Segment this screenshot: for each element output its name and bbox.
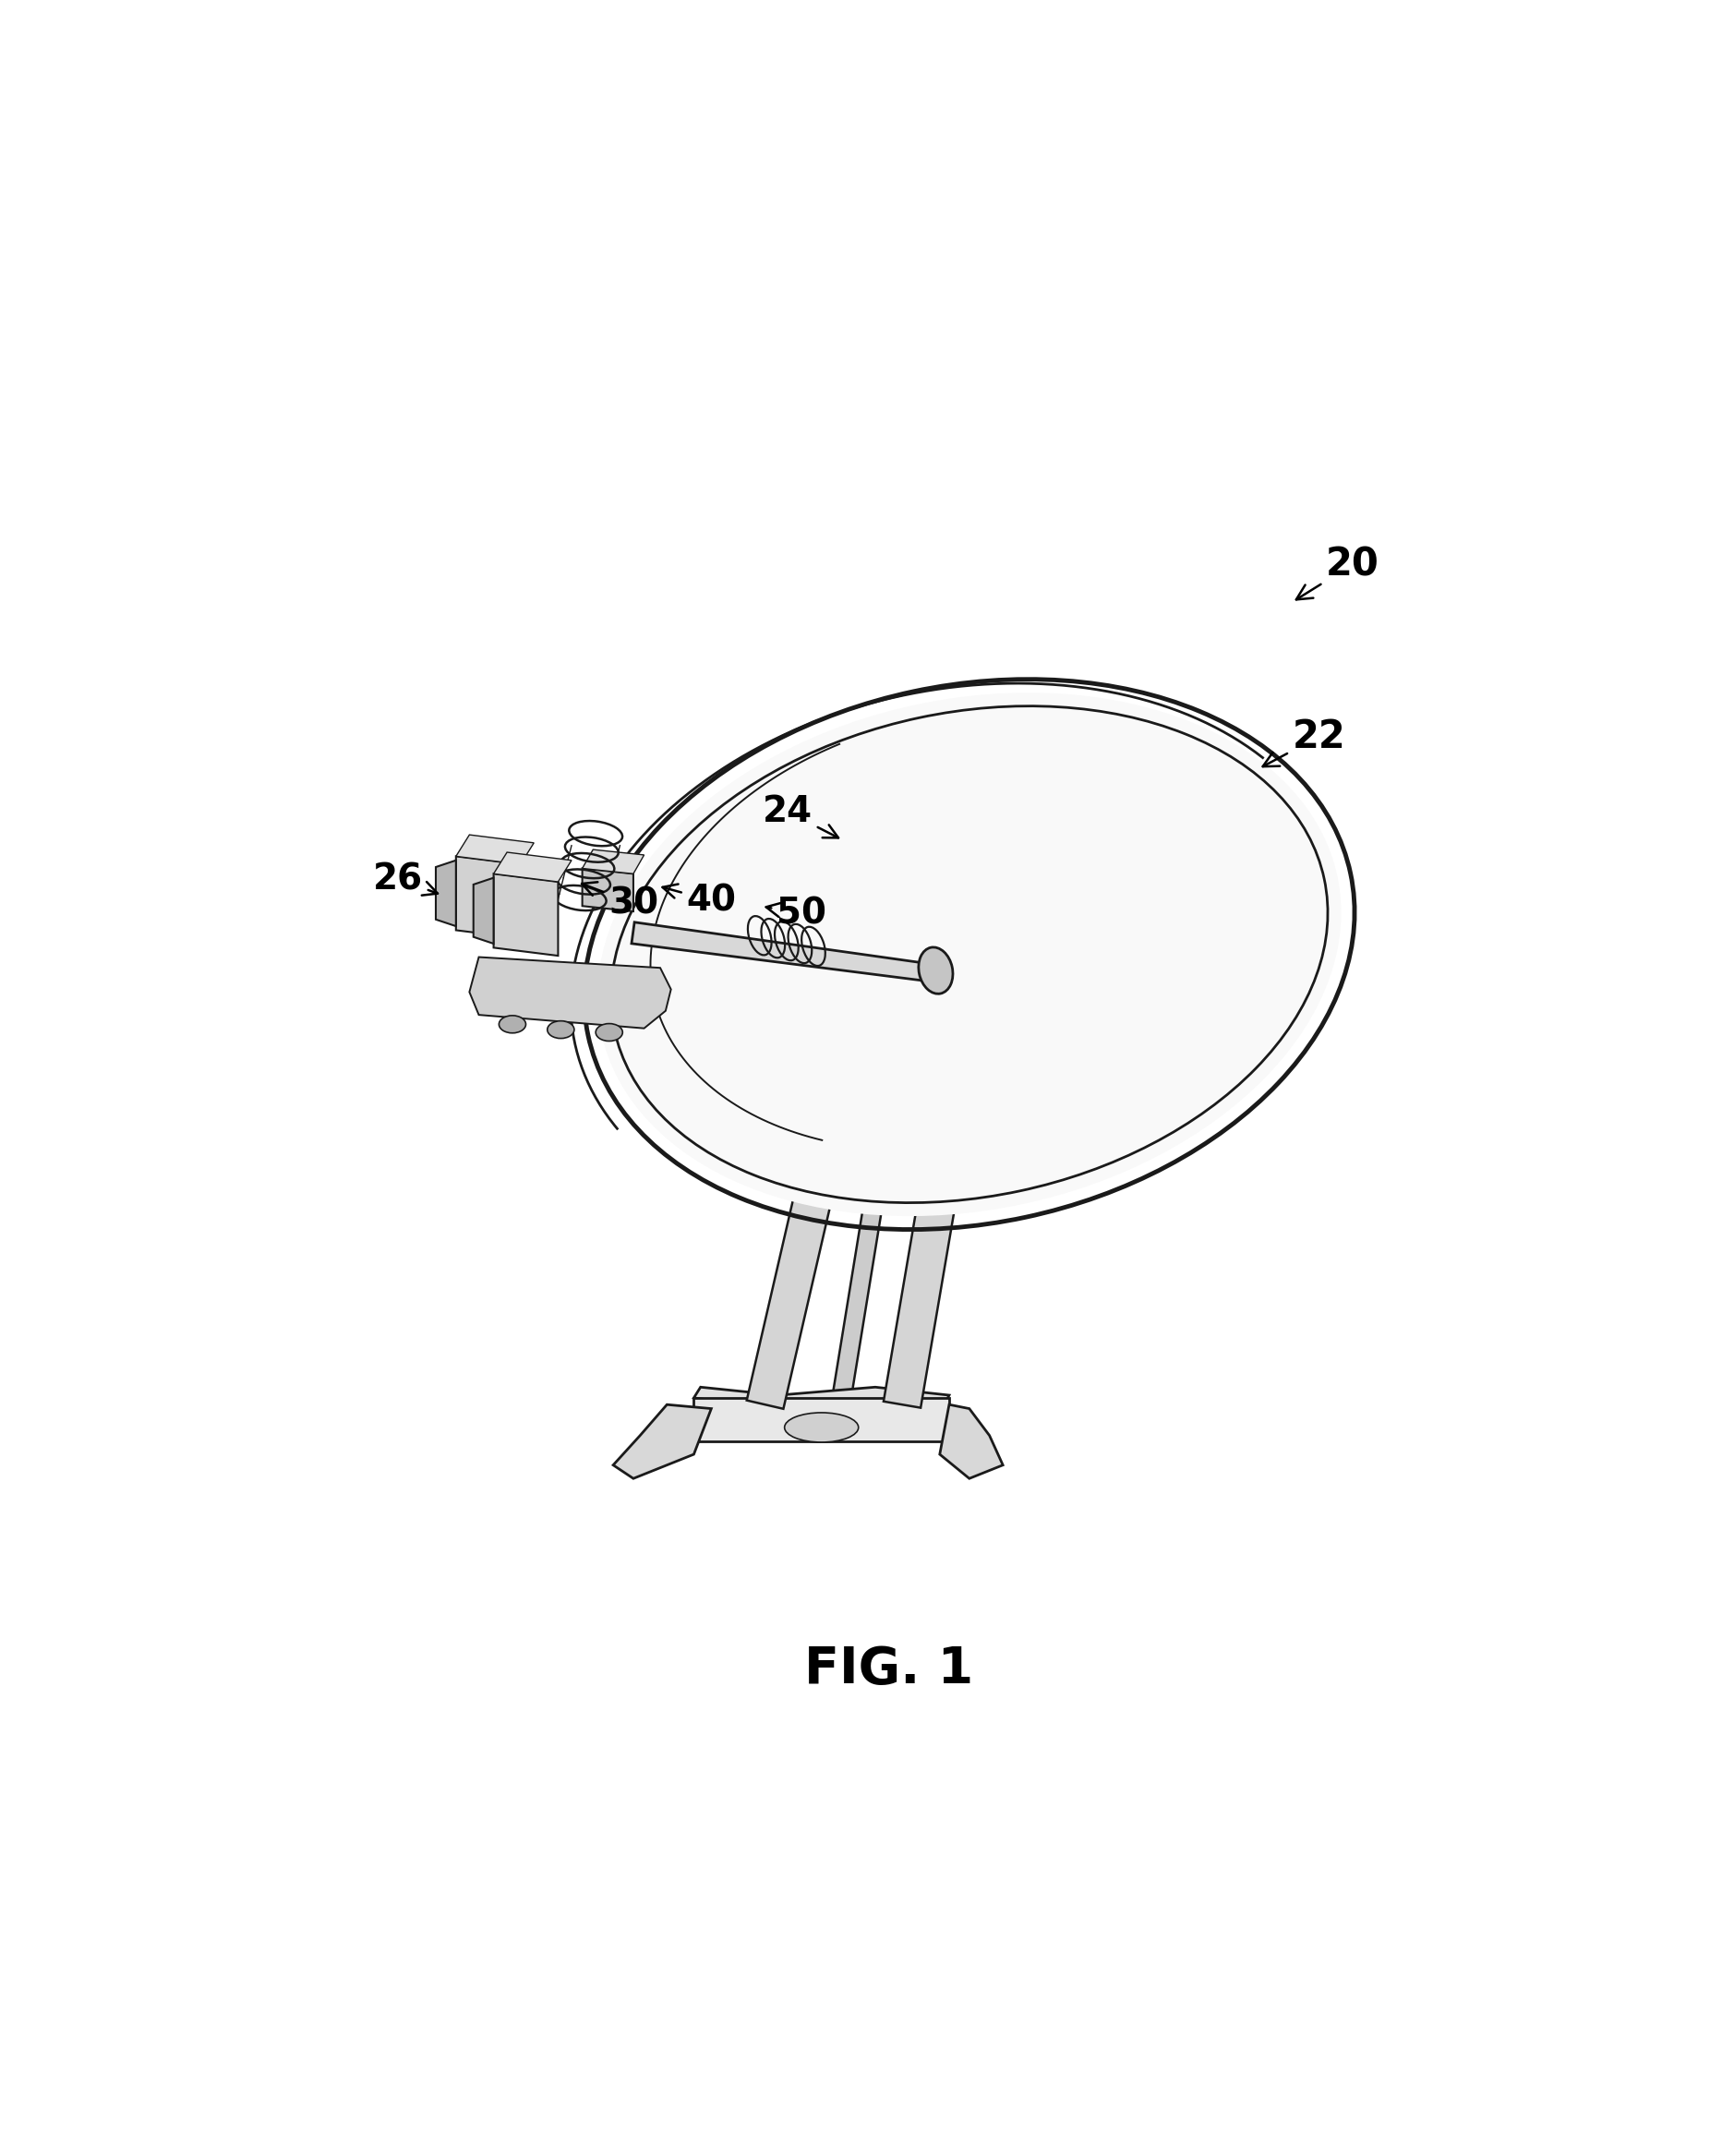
Text: FIG. 1: FIG. 1 xyxy=(805,1645,973,1695)
Text: 20: 20 xyxy=(1297,545,1379,599)
Polygon shape xyxy=(494,873,558,955)
Ellipse shape xyxy=(598,692,1340,1216)
Polygon shape xyxy=(940,1404,1002,1479)
Polygon shape xyxy=(884,1125,968,1408)
Polygon shape xyxy=(631,923,929,981)
Ellipse shape xyxy=(919,946,954,994)
Polygon shape xyxy=(832,1108,898,1399)
Ellipse shape xyxy=(610,705,1328,1203)
Polygon shape xyxy=(456,856,520,938)
Ellipse shape xyxy=(784,1412,858,1442)
Polygon shape xyxy=(694,1386,948,1408)
Polygon shape xyxy=(470,957,671,1028)
Text: 50: 50 xyxy=(766,897,827,931)
Polygon shape xyxy=(694,1397,948,1440)
Polygon shape xyxy=(583,869,633,912)
Polygon shape xyxy=(456,834,534,865)
Ellipse shape xyxy=(548,1022,574,1039)
Polygon shape xyxy=(614,1404,711,1479)
Polygon shape xyxy=(435,860,456,927)
Text: 40: 40 xyxy=(662,884,737,918)
Ellipse shape xyxy=(596,1024,623,1041)
Polygon shape xyxy=(473,877,494,944)
Text: 24: 24 xyxy=(763,793,839,839)
Ellipse shape xyxy=(499,1015,525,1033)
Polygon shape xyxy=(747,1097,853,1408)
Text: 26: 26 xyxy=(373,862,437,897)
Text: 30: 30 xyxy=(581,882,659,921)
Polygon shape xyxy=(494,852,572,882)
Polygon shape xyxy=(583,849,643,873)
Text: 22: 22 xyxy=(1262,718,1346,768)
